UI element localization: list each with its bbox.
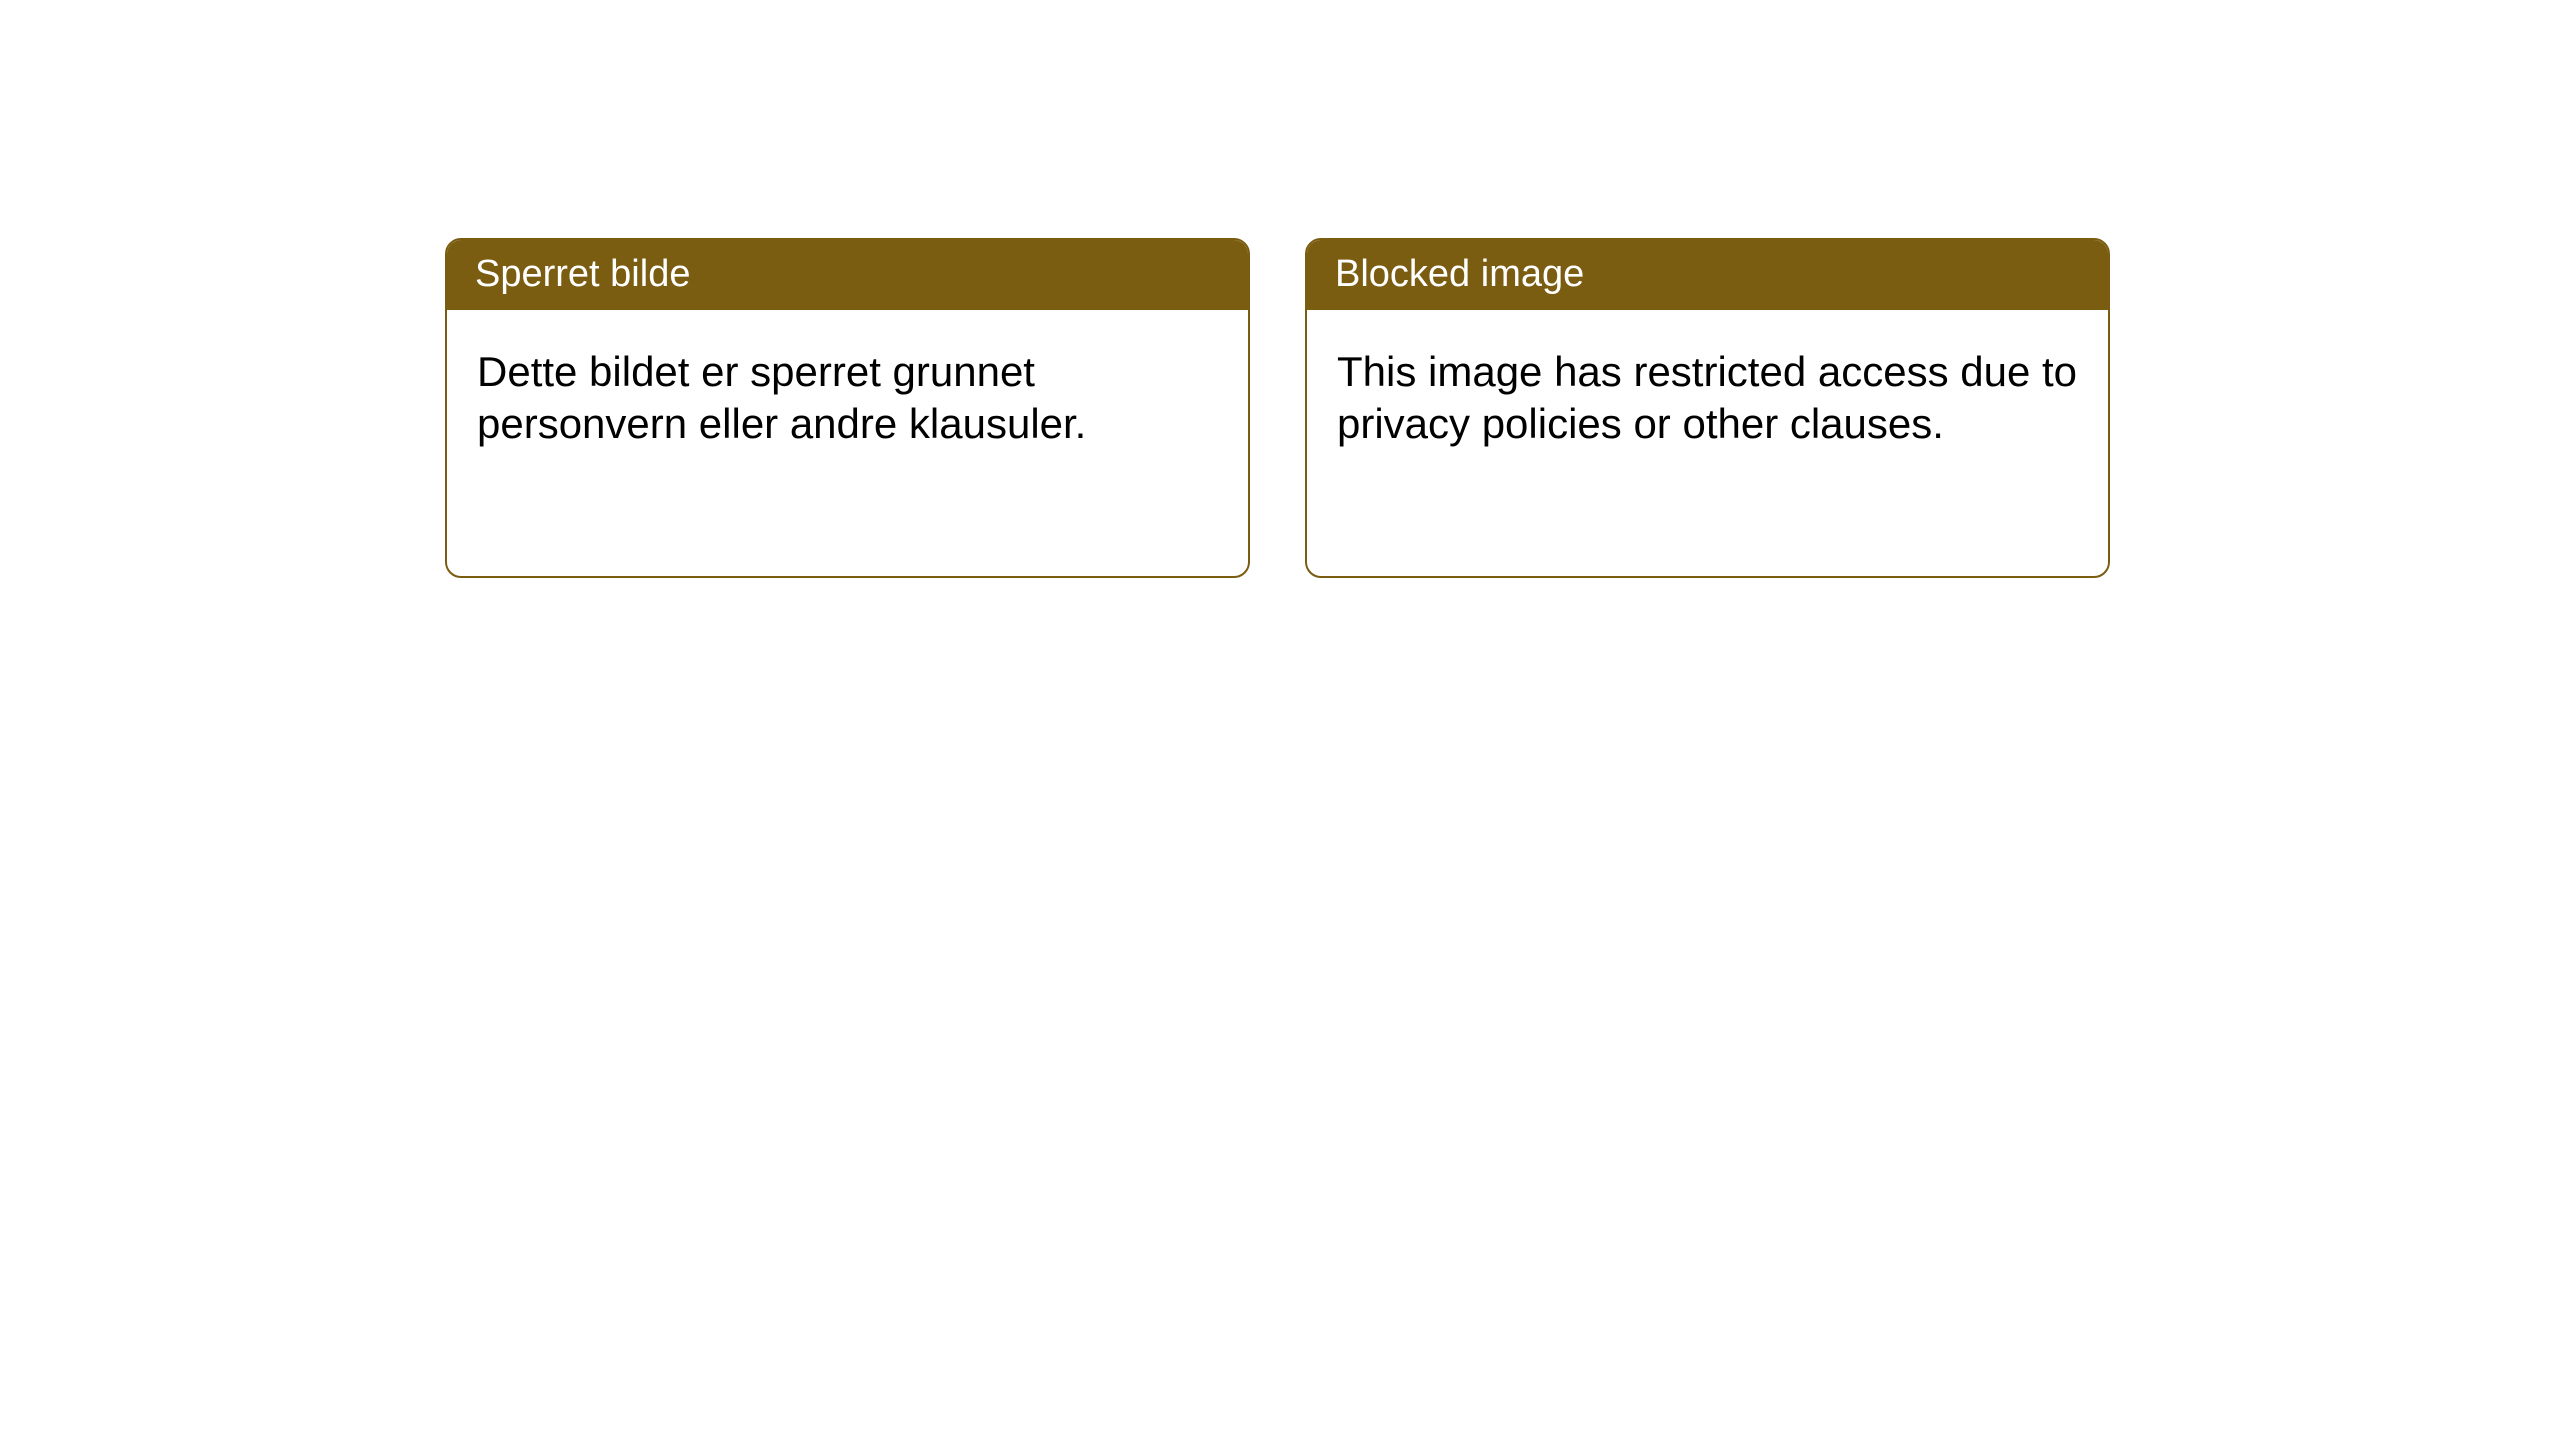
notice-title-norwegian: Sperret bilde xyxy=(447,240,1248,310)
notice-title-english: Blocked image xyxy=(1307,240,2108,310)
notice-body-english: This image has restricted access due to … xyxy=(1307,310,2108,487)
notice-body-norwegian: Dette bildet er sperret grunnet personve… xyxy=(447,310,1248,487)
notice-container: Sperret bilde Dette bildet er sperret gr… xyxy=(445,238,2110,578)
notice-box-english: Blocked image This image has restricted … xyxy=(1305,238,2110,578)
notice-box-norwegian: Sperret bilde Dette bildet er sperret gr… xyxy=(445,238,1250,578)
